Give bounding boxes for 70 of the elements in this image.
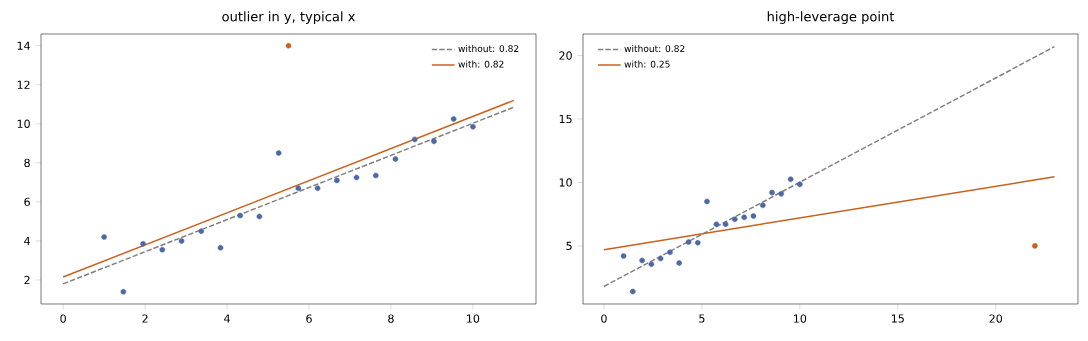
point [237, 212, 243, 219]
point [431, 138, 437, 145]
point [769, 189, 775, 196]
y-tick-label: 20 [559, 51, 572, 60]
point [275, 150, 282, 156]
point [178, 238, 185, 244]
x-tick-label: 8 [388, 314, 394, 323]
point [713, 221, 720, 228]
point [694, 239, 701, 246]
point [120, 288, 127, 295]
point [620, 253, 627, 259]
y-tick-label: 6 [24, 197, 30, 207]
point [667, 249, 673, 256]
point [778, 191, 785, 197]
point [140, 241, 146, 247]
point [101, 234, 107, 240]
x-tick-label: 4 [224, 314, 230, 323]
point [629, 288, 636, 295]
x-tick-label: 5 [699, 314, 705, 323]
y-tick-label: 15 [559, 114, 572, 124]
chart-title: high-leverage point [767, 11, 895, 24]
x-tick-label: 10 [467, 314, 480, 323]
point [372, 172, 379, 179]
point [639, 257, 645, 264]
x-tick-label: 0 [60, 314, 66, 323]
x-tick-label: 6 [306, 314, 312, 323]
chart-title: outlier in y, typical x [222, 11, 355, 24]
point [722, 221, 729, 228]
x-tick-label: 2 [142, 314, 148, 323]
point [797, 181, 803, 188]
point [450, 116, 457, 122]
point [648, 261, 655, 268]
y-tick-label: 14 [17, 41, 30, 50]
x-tick-label: 20 [989, 314, 1003, 323]
point [657, 255, 664, 262]
point [411, 136, 418, 143]
point [676, 260, 682, 266]
y-tick-label: 2 [24, 275, 30, 285]
point [1032, 243, 1038, 249]
x-tick-label: 15 [891, 314, 904, 323]
point [295, 185, 302, 192]
point [314, 185, 321, 192]
point [741, 214, 748, 221]
x-tick-label: 0 [601, 314, 607, 323]
y-tick-label: 4 [24, 236, 30, 245]
point [159, 246, 166, 253]
y-tick-label: 10 [17, 119, 30, 128]
point [760, 202, 766, 209]
y-tick-label: 10 [559, 178, 572, 187]
point [256, 213, 263, 220]
x-tick-label: 10 [794, 314, 807, 323]
y-tick-label: 8 [24, 158, 30, 168]
legend-label: with: 0.25 [624, 60, 670, 68]
point [750, 213, 757, 219]
legend-label: without: 0.82 [458, 44, 519, 52]
point [470, 123, 476, 130]
point [285, 42, 292, 49]
point [353, 174, 360, 181]
legend-label: with: 0.82 [458, 60, 504, 68]
point [704, 198, 710, 205]
point [787, 176, 794, 183]
y-tick-label: 12 [17, 80, 30, 89]
point [732, 216, 738, 223]
legend-label: without: 0.82 [624, 44, 685, 53]
point [685, 239, 692, 245]
point [217, 244, 224, 251]
point [392, 156, 399, 162]
point [334, 177, 340, 184]
point [198, 228, 205, 234]
y-tick-label: 5 [566, 241, 572, 250]
